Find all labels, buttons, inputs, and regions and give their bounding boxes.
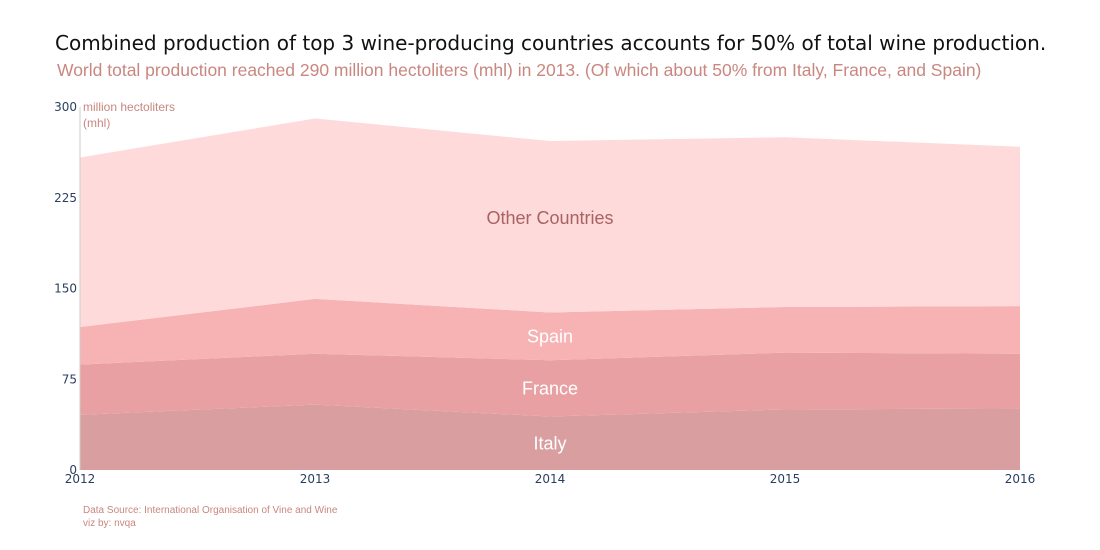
area-france — [80, 352, 1020, 417]
area-spain — [80, 298, 1020, 365]
area-label-other-countries: Other Countries — [486, 208, 613, 228]
x-tick-label: 2012 — [65, 472, 96, 486]
x-tick-label: 2014 — [535, 472, 566, 486]
x-tick-label: 2013 — [300, 472, 331, 486]
y-axis-unit-label-line2: (mhl) — [83, 116, 110, 130]
x-axis-ticks: 2012 2013 2014 2015 2016 — [65, 472, 1036, 486]
y-tick-label: 0 — [69, 463, 77, 477]
y-tick-label: 300 — [54, 100, 77, 114]
area-other-countries — [80, 118, 1020, 327]
y-tick-label: 225 — [54, 191, 77, 205]
y-tick-label: 150 — [54, 282, 77, 296]
area-labels: Italy France Spain Other Countries — [486, 208, 613, 453]
y-tick-label: 75 — [62, 372, 77, 386]
area-label-france: France — [522, 378, 578, 398]
y-axis-unit-label-line1: million hectoliters — [83, 100, 175, 114]
data-source-note: Data Source: International Organisation … — [83, 505, 338, 516]
x-tick-label: 2015 — [770, 472, 801, 486]
area-label-spain: Spain — [527, 326, 573, 346]
area-layer — [80, 118, 1020, 470]
chart-title: Combined production of top 3 wine-produc… — [55, 31, 1047, 55]
credit-note: viz by: nvqa — [83, 518, 136, 529]
area-label-italy: Italy — [533, 433, 566, 453]
y-axis-ticks: 0 75 150 225 300 — [54, 100, 77, 477]
x-tick-label: 2016 — [1005, 472, 1036, 486]
chart-subtitle: World total production reached 290 milli… — [57, 60, 982, 80]
area-italy — [80, 404, 1020, 470]
